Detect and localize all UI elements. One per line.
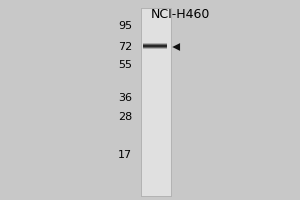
Bar [142,45,167,46]
Text: 28: 28 [118,112,132,122]
Bar [142,44,167,46]
Text: 17: 17 [118,150,132,160]
Text: 72: 72 [118,42,132,52]
Text: NCI-H460: NCI-H460 [150,8,210,21]
Text: 95: 95 [118,21,132,31]
Text: 55: 55 [118,60,132,70]
Bar [142,46,167,47]
Bar [142,43,167,45]
Text: 36: 36 [118,93,132,103]
Bar [142,46,167,48]
Bar [141,8,171,196]
